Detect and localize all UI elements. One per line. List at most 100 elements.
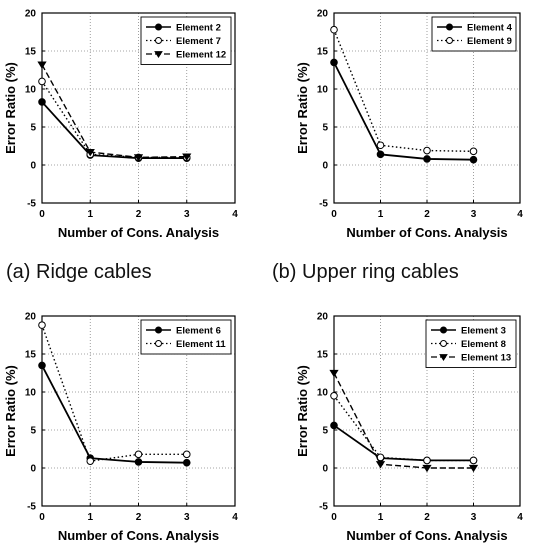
x-axis-label: Number of Cons. Analysis (346, 225, 507, 240)
x-tick-label: 0 (331, 209, 337, 220)
legend-entry: Element 11 (176, 339, 226, 350)
series-line (41, 81, 187, 159)
series-1 (38, 361, 191, 467)
legend-entry: Element 8 (461, 339, 506, 350)
x-tick-label: 4 (232, 512, 238, 523)
y-axis-label: Error Ratio (%) (295, 365, 310, 457)
x-tick-label: 4 (517, 512, 523, 523)
x-tick-label: 2 (424, 512, 430, 523)
y-tick-label: 0 (322, 161, 328, 172)
series-2 (38, 321, 191, 465)
y-tick-label: 20 (25, 312, 37, 323)
data-point (134, 458, 143, 466)
legend: Element 6 Element 11 (140, 319, 232, 355)
series-line (41, 364, 187, 464)
data-point (469, 155, 478, 164)
y-tick-label: 15 (25, 47, 37, 58)
x-tick-label: 0 (331, 512, 337, 523)
series-1 (38, 98, 191, 162)
legend-entry: Element 2 (176, 23, 221, 34)
legend-entry: Element 9 (467, 36, 512, 47)
series-3 (37, 61, 192, 162)
legend-box (431, 16, 517, 52)
data-point (376, 453, 385, 462)
y-tick-label: 15 (317, 350, 329, 361)
data-point (375, 461, 386, 469)
data-point (439, 354, 448, 361)
x-tick-label: 3 (471, 512, 477, 523)
y-tick-label: 20 (25, 9, 37, 20)
data-point (155, 340, 162, 347)
y-tick-label: 10 (25, 388, 37, 399)
data-point (330, 392, 338, 400)
data-point (155, 326, 162, 334)
data-point (38, 77, 46, 86)
data-point (182, 458, 191, 467)
y-tick-label: 15 (25, 350, 37, 361)
legend: Element 2 Element 7 Element 12 (140, 16, 232, 65)
y-axis-label: Error Ratio (%) (295, 62, 310, 154)
y-tick-label: 5 (30, 123, 36, 134)
series-2 (330, 392, 478, 465)
data-point (134, 450, 143, 459)
y-tick-label: -5 (319, 502, 328, 513)
panel-caption: (a) Ridge cables (6, 261, 152, 283)
x-axis-label: Number of Cons. Analysis (58, 225, 219, 240)
x-tick-label: 4 (232, 209, 238, 220)
y-tick-label: 10 (317, 388, 329, 399)
panel-caption: (b) Upper ring cables (272, 261, 459, 283)
y-tick-label: -5 (27, 502, 36, 513)
x-tick-label: 1 (87, 209, 93, 220)
y-tick-label: 0 (30, 464, 36, 475)
x-tick-label: 1 (378, 209, 384, 220)
x-tick-label: 1 (87, 512, 93, 523)
legend: Element 4 Element 9 (431, 16, 517, 52)
x-tick-label: 1 (378, 512, 384, 523)
data-point (86, 457, 95, 465)
data-point (85, 148, 95, 157)
series-line (41, 101, 187, 160)
series-line (333, 424, 474, 462)
data-point (468, 464, 479, 473)
data-point (38, 361, 46, 370)
legend-entry: Element 13 (461, 353, 511, 364)
data-point (330, 421, 338, 430)
data-point (133, 154, 144, 162)
x-tick-label: 3 (184, 209, 190, 220)
data-point (423, 146, 431, 155)
legend-box (140, 319, 232, 355)
x-tick-label: 2 (136, 512, 142, 523)
series-line (41, 64, 187, 159)
data-point (423, 456, 431, 465)
x-axis-label: Number of Cons. Analysis (346, 528, 507, 543)
series-2 (38, 77, 191, 162)
x-tick-label: 0 (39, 512, 45, 523)
x-axis-label: Number of Cons. Analysis (58, 528, 219, 543)
y-tick-label: 0 (322, 464, 328, 475)
y-axis-label: Error Ratio (%) (3, 365, 18, 457)
y-tick-label: 5 (322, 123, 328, 134)
data-point (38, 321, 46, 329)
data-point (330, 58, 338, 67)
y-tick-label: 10 (25, 85, 37, 96)
y-tick-label: 20 (317, 9, 329, 20)
series-line (333, 395, 474, 462)
series-line (333, 372, 474, 469)
y-axis-label: Error Ratio (%) (3, 62, 18, 154)
data-point (182, 450, 191, 459)
data-point (446, 37, 453, 44)
data-point (38, 98, 46, 106)
x-tick-label: 2 (424, 209, 430, 220)
data-point (422, 464, 432, 473)
data-point (154, 51, 163, 58)
data-point (182, 153, 192, 161)
data-point (469, 147, 478, 156)
series-3 (329, 369, 479, 473)
legend-entry: Element 3 (461, 326, 506, 337)
legend-entry: Element 12 (176, 50, 226, 61)
data-point (37, 61, 47, 69)
